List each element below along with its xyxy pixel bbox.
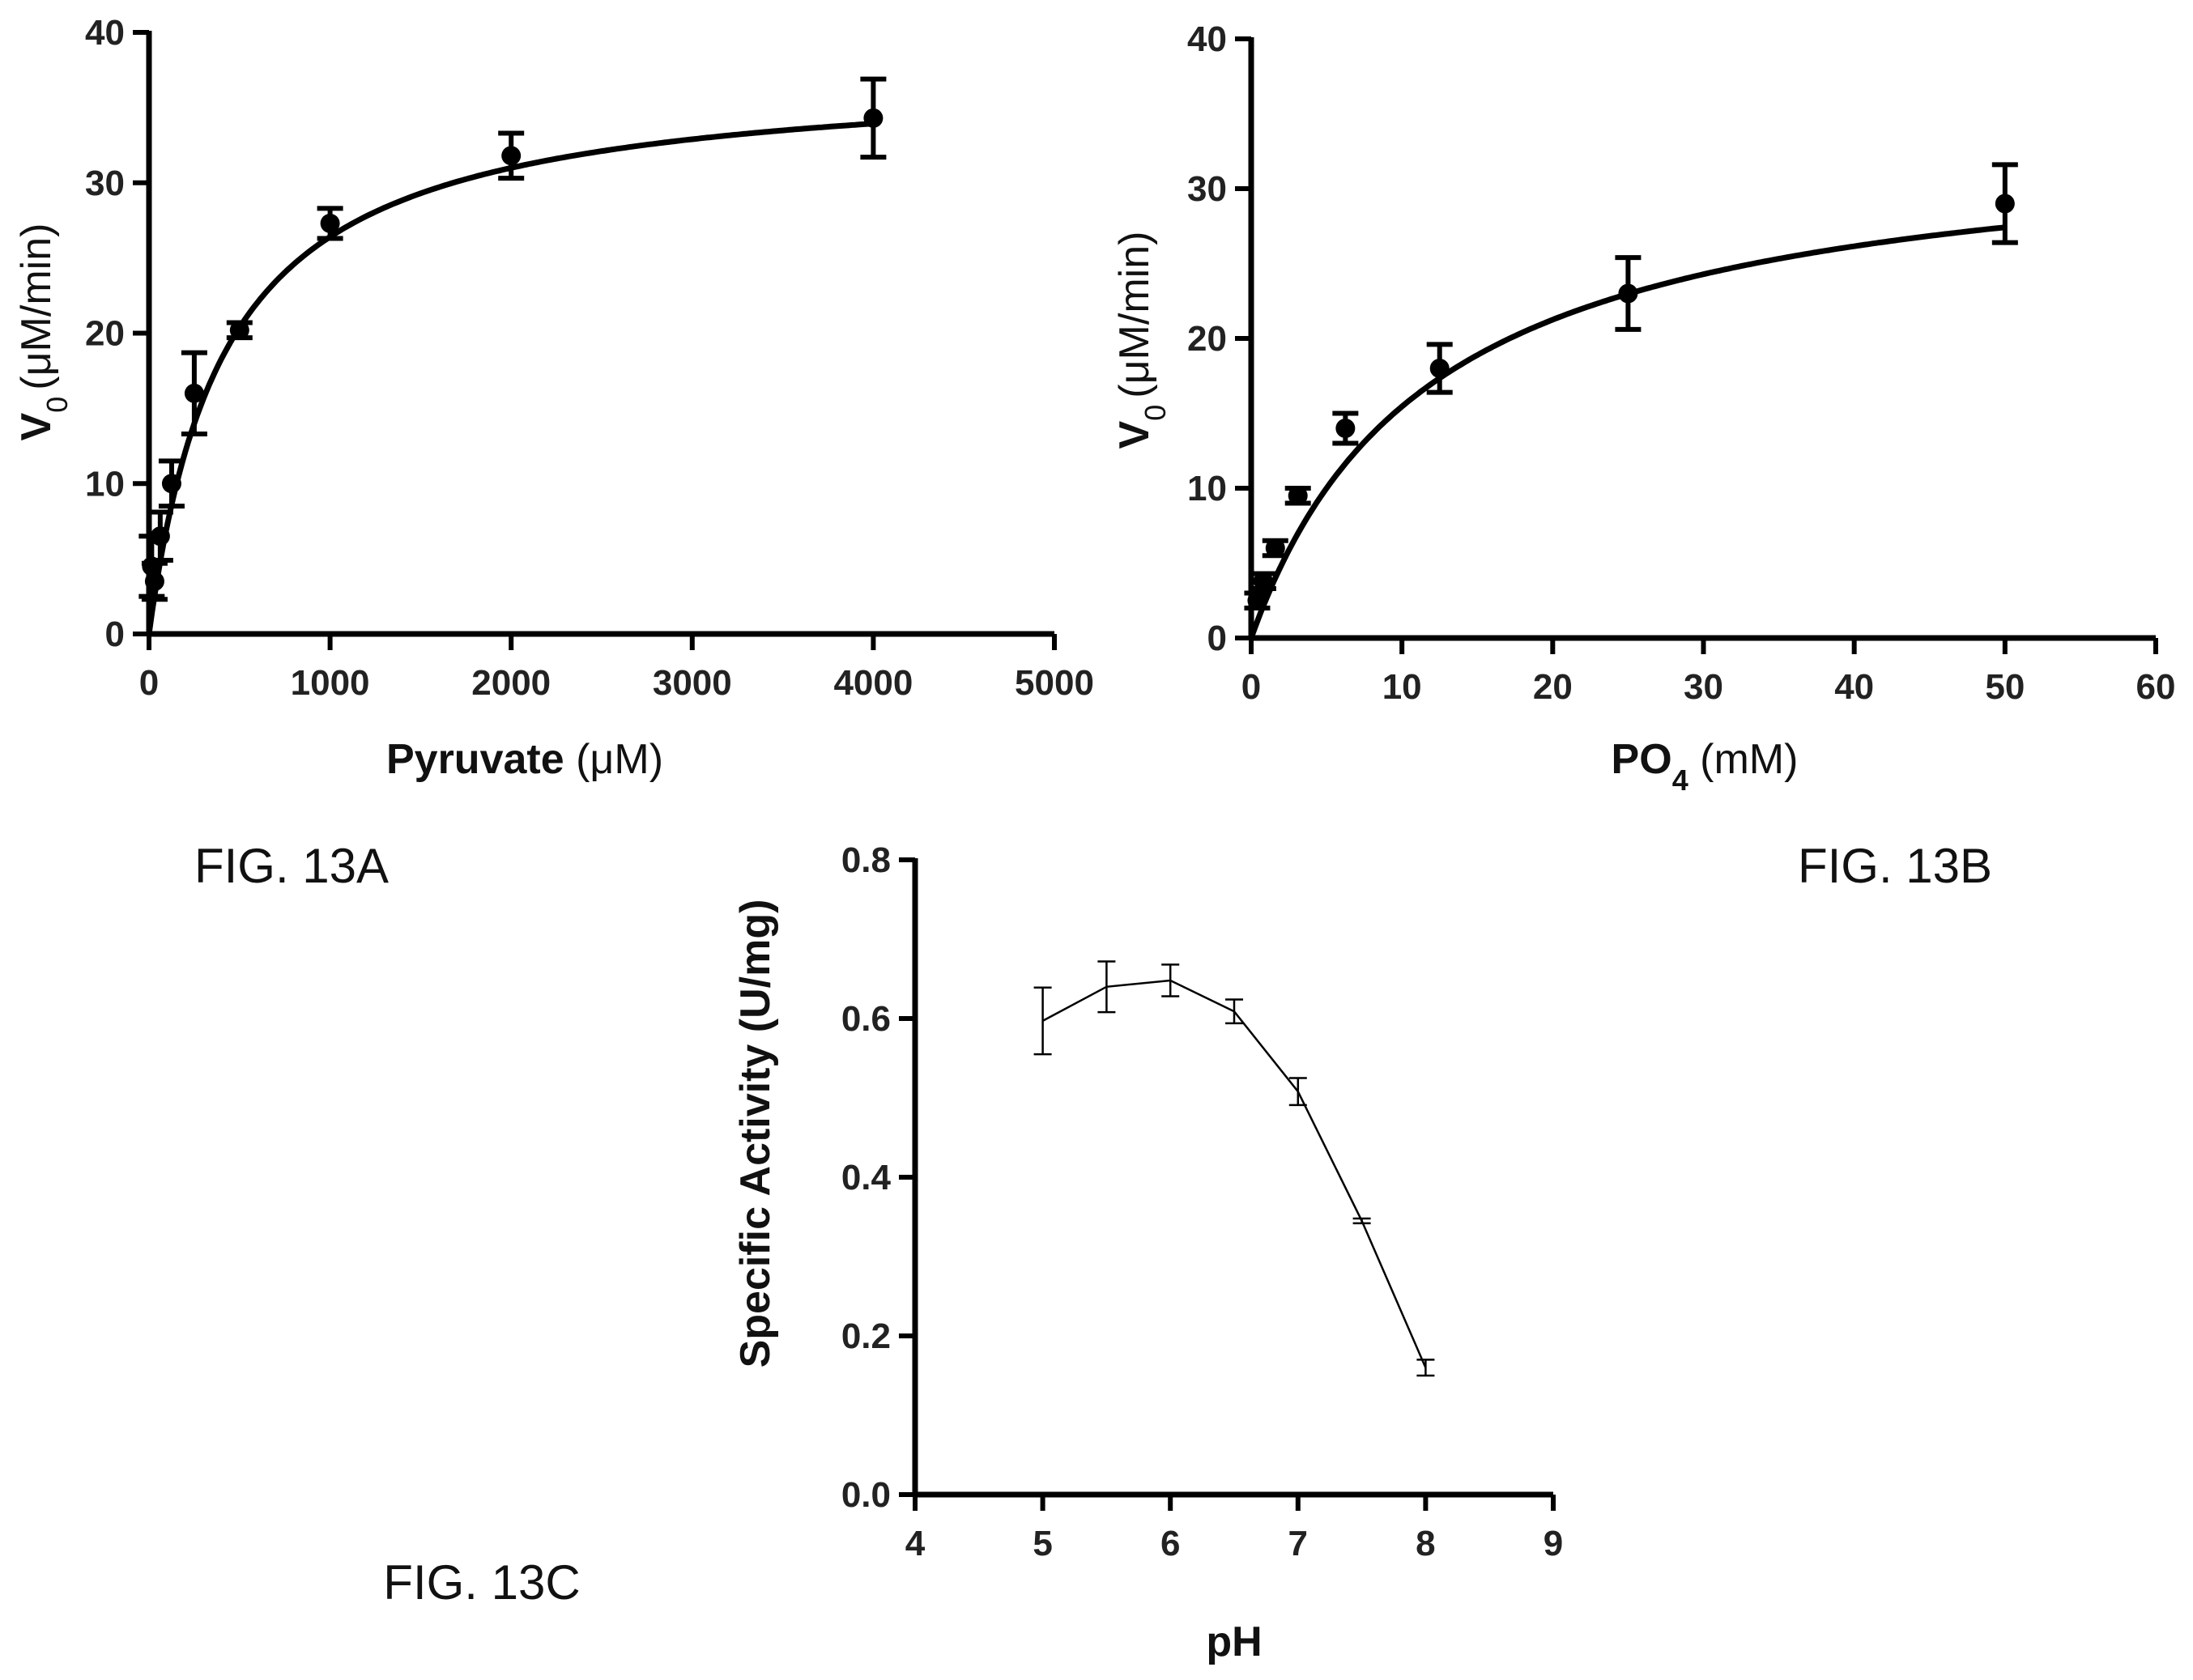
y-tick-label: 40 [1187,19,1227,59]
x-tick-label: 6 [1160,1524,1180,1563]
data-point [1429,359,1450,378]
y-tick-label: 40 [85,13,125,53]
figure-label: FIG. 13A [194,839,389,893]
y-tick-label: 0.6 [841,999,891,1039]
x-tick-label: 0 [139,663,159,703]
y-tick-label: 10 [1187,469,1227,508]
x-axis-label-main: PO [1612,736,1672,783]
data-point [1247,590,1267,610]
x-axis-label-unit: (μM) [564,736,663,783]
data-point [144,571,164,591]
x-axis-label-main: Pyruvate [386,736,564,783]
y-axis-label-symbol: V [1111,420,1158,449]
y-axis-label: V0 (μM/min) [1111,232,1172,449]
series-line [1042,979,1427,1368]
y-axis-label: V0 (μM/min) [13,223,74,441]
data-point [320,213,340,233]
data-point [1618,283,1638,304]
chart-3: 4 5 6 7 8 9 0.0 0.2 0.4 0.6 0.8 pH Specific Activity… [383,840,1563,1665]
y-axis-label-sub: 0 [1139,405,1172,421]
x-axis-label-sub: 4 [1672,763,1688,797]
y-axis-label-unit: (μM/min) [1111,232,1158,398]
y-axis-label-main: Specific Activity (U/mg) [732,900,779,1368]
data-point [1335,419,1356,438]
x-tick-label: 40 [1834,667,1874,707]
x-tick-label: 60 [2136,667,2176,707]
x-tick-label: 5000 [1015,663,1094,703]
x-tick-label: 30 [1684,667,1723,707]
x-tick-label: 4 [905,1524,926,1563]
data-point [1288,486,1308,506]
figure-label: FIG. 13C [383,1555,580,1610]
x-axis-label: PO4 (mM) [1612,736,1799,797]
data-point [501,146,522,166]
x-tick-label: 1000 [291,663,370,703]
x-tick-label: 4000 [833,663,913,703]
chart-1: 0 1000 2000 3000 4000 5000 0 10 20 30 40 Pyruvate (… [13,13,1094,893]
x-tick-label: 3000 [653,663,732,703]
y-tick-label: 30 [1187,169,1227,209]
x-tick-label: 50 [1985,667,2025,707]
x-tick-label: 7 [1288,1524,1308,1563]
data-point [184,383,204,403]
x-tick-label: 8 [1416,1524,1435,1563]
y-tick-label: 0 [105,615,125,654]
x-tick-label: 10 [1382,667,1422,707]
x-tick-label: 0 [1241,667,1261,707]
fit-curve [146,121,874,635]
y-axis-label: Specific Activity (U/mg) [732,900,779,1368]
x-tick-label: 5 [1033,1524,1052,1563]
figure-label: FIG. 13B [1798,839,1992,893]
x-tick-label: 9 [1544,1524,1563,1563]
data-point [863,108,884,128]
y-tick-label: 20 [1187,319,1227,359]
y-tick-label: 10 [85,464,125,504]
x-axis-label-main: pH [1206,1618,1262,1665]
y-axis-label-symbol: V [13,412,60,440]
y-tick-label: 30 [85,164,125,203]
data-point [161,474,181,494]
data-point [150,526,170,547]
data-point [1265,538,1285,558]
y-axis-label-unit: (μM/min) [13,223,60,390]
y-axis-label-sub: 0 [40,397,74,413]
data-point [229,320,249,340]
x-axis-label: Pyruvate (μM) [386,736,663,783]
y-tick-label: 0.0 [841,1475,891,1515]
data-point [1995,194,2015,214]
x-axis-label: pH [1206,1618,1262,1665]
x-tick-label: 20 [1533,667,1573,707]
y-tick-label: 0 [1207,619,1227,658]
data-point [1253,571,1273,591]
x-axis-label-unit: (mM) [1688,736,1799,783]
y-tick-label: 0.4 [841,1158,892,1197]
y-tick-label: 20 [85,314,125,354]
y-tick-label: 0.2 [841,1316,891,1356]
y-tick-label: 0.8 [841,840,891,880]
x-tick-label: 2000 [471,663,551,703]
